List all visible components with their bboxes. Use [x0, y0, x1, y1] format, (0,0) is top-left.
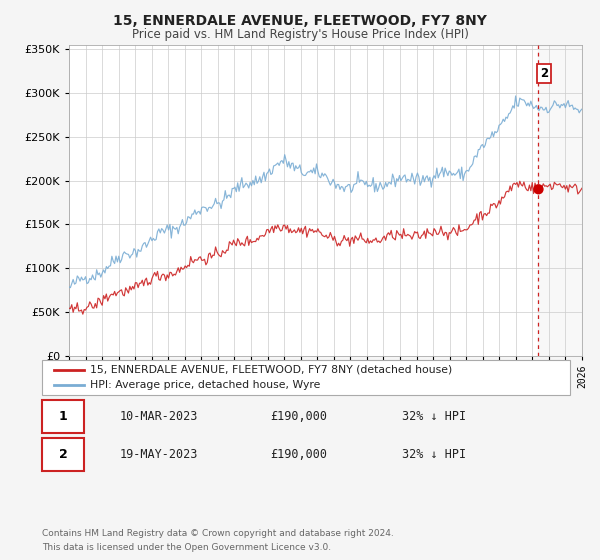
Text: £190,000: £190,000: [270, 448, 327, 461]
Text: 10-MAR-2023: 10-MAR-2023: [120, 410, 199, 423]
Text: HPI: Average price, detached house, Wyre: HPI: Average price, detached house, Wyre: [90, 380, 320, 390]
Text: This data is licensed under the Open Government Licence v3.0.: This data is licensed under the Open Gov…: [42, 543, 331, 552]
Text: 1: 1: [59, 410, 67, 423]
Text: Contains HM Land Registry data © Crown copyright and database right 2024.: Contains HM Land Registry data © Crown c…: [42, 529, 394, 538]
Bar: [538, 45, 582, 356]
Text: 19-MAY-2023: 19-MAY-2023: [120, 448, 199, 461]
Text: 32% ↓ HPI: 32% ↓ HPI: [402, 448, 466, 461]
Text: 15, ENNERDALE AVENUE, FLEETWOOD, FY7 8NY (detached house): 15, ENNERDALE AVENUE, FLEETWOOD, FY7 8NY…: [90, 365, 452, 375]
Text: 32% ↓ HPI: 32% ↓ HPI: [402, 410, 466, 423]
Text: Price paid vs. HM Land Registry's House Price Index (HPI): Price paid vs. HM Land Registry's House …: [131, 28, 469, 41]
Text: 15, ENNERDALE AVENUE, FLEETWOOD, FY7 8NY: 15, ENNERDALE AVENUE, FLEETWOOD, FY7 8NY: [113, 14, 487, 28]
Text: £190,000: £190,000: [270, 410, 327, 423]
Text: 2: 2: [59, 448, 67, 461]
Bar: [538, 45, 582, 356]
Text: 2: 2: [540, 67, 548, 80]
Point: [533, 185, 543, 194]
